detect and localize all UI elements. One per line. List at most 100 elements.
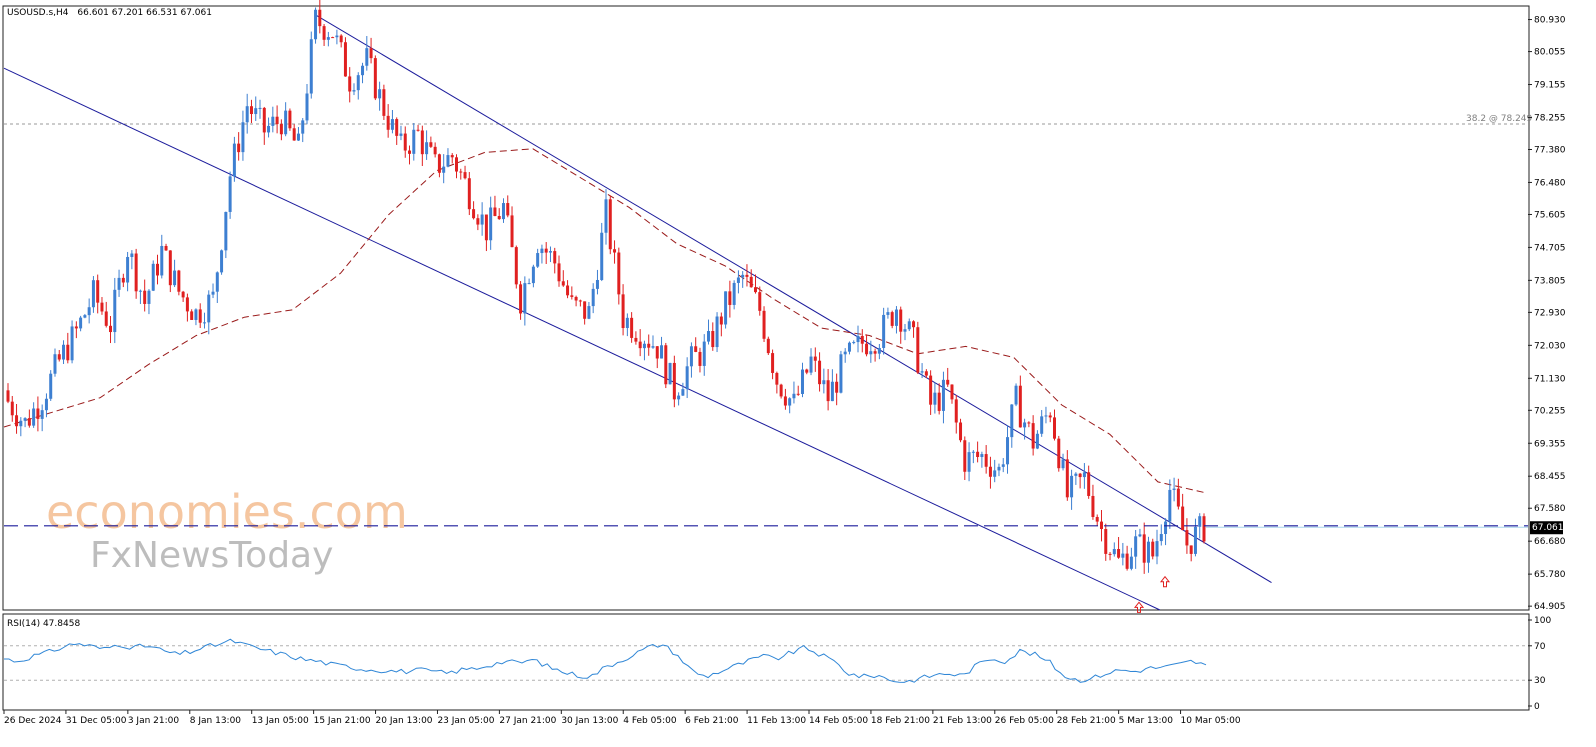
candle-body (707, 331, 711, 342)
candle-body (677, 395, 681, 400)
candle-body (348, 76, 352, 92)
candle-body (660, 345, 664, 359)
price-tick-label: 67.580 (1534, 504, 1566, 514)
candle-body (356, 75, 360, 91)
candle-body (766, 338, 770, 354)
candle-body (459, 171, 463, 173)
candle-body (608, 199, 612, 250)
candle-body (583, 301, 587, 319)
candle-body (437, 154, 441, 173)
arrow-markers (1133, 575, 1171, 613)
candle-body (771, 353, 775, 373)
candle-body (835, 381, 839, 393)
candle-body (553, 251, 557, 264)
candle-body (296, 133, 300, 141)
price-tick-label: 72.030 (1534, 341, 1566, 351)
candle-body (10, 401, 14, 416)
candle-body (207, 294, 211, 323)
candle-body (168, 250, 172, 286)
candle-body (1057, 438, 1061, 469)
candle-body (600, 232, 604, 280)
rsi-panel-frame[interactable] (2, 613, 1530, 711)
candle-body (378, 89, 382, 99)
candle-body (506, 203, 510, 216)
candle-body (472, 209, 476, 219)
time-tick-label: 15 Jan 21:00 (314, 716, 371, 726)
candle-body (587, 306, 591, 319)
candle-body (1202, 516, 1206, 542)
candle-body (331, 37, 335, 39)
candle-body (1146, 541, 1150, 563)
candle-body (1117, 549, 1121, 558)
candle-body (484, 214, 488, 241)
candle-body (19, 420, 23, 427)
horizontal-level[interactable] (4, 525, 1528, 528)
candle-body (245, 106, 249, 123)
candle-body (23, 418, 27, 421)
candle-body (463, 172, 467, 179)
candle-body (903, 329, 907, 332)
rsi-line (4, 638, 1207, 683)
rsi-tick-label: 100 (1534, 616, 1551, 626)
candle-body (194, 309, 198, 320)
candle-body (561, 281, 565, 286)
candle-body (796, 393, 800, 395)
candle-body (625, 317, 629, 329)
candle-body (754, 287, 757, 293)
time-tick-label: 27 Jan 21:00 (499, 716, 556, 726)
candle-body (711, 331, 715, 348)
time-tick-label: 26 Dec 2024 (4, 716, 62, 726)
candle-body (566, 285, 570, 296)
candle-body (446, 155, 450, 167)
candle-body (1155, 541, 1159, 557)
candle-body (32, 408, 36, 426)
candle-body (839, 354, 843, 393)
candle-body (1151, 541, 1155, 557)
candle-body (997, 466, 1001, 471)
rsi-header: RSI(14) 47.8458 (7, 619, 80, 629)
candle-body (1065, 459, 1069, 498)
price-tick-label: 78.255 (1534, 113, 1566, 123)
candle-body (87, 307, 91, 316)
watermark-economies: economies.com (46, 485, 408, 539)
candle-body (318, 9, 322, 27)
candle-body (335, 35, 339, 38)
candle-body (984, 454, 988, 467)
price-tick-label: 77.380 (1534, 145, 1566, 155)
candle-body (613, 249, 617, 253)
candle-body (83, 315, 87, 318)
candle-body (519, 284, 523, 314)
price-panel-frame[interactable] (2, 5, 1530, 611)
candle-body (647, 343, 651, 348)
candle-body (651, 346, 655, 348)
candle-body (382, 89, 386, 116)
candle-body (557, 263, 561, 282)
current-price-tag: 67.061 (1530, 521, 1564, 535)
candle-body (792, 393, 796, 399)
price-tick-label: 71.130 (1534, 374, 1566, 384)
trend-channel[interactable] (3, 14, 1272, 611)
candle-body (788, 398, 792, 406)
candle-body (1031, 423, 1035, 449)
candle-body (249, 106, 253, 115)
candle-body (907, 321, 911, 330)
candle-body (882, 314, 886, 348)
candle-body (1138, 534, 1142, 537)
time-tick-label: 21 Feb 13:00 (933, 716, 992, 726)
candle-body (267, 125, 271, 133)
candle-body (548, 251, 552, 253)
candle-body (514, 247, 518, 285)
candle-body (138, 290, 142, 292)
candle-body (6, 390, 10, 402)
rsi-series-line (4, 638, 1207, 683)
candle-body (527, 283, 531, 285)
candle-body (642, 343, 646, 349)
candle-body (160, 245, 164, 276)
candle-body (877, 347, 881, 354)
candle-body (314, 9, 318, 40)
candle-body (467, 178, 471, 210)
candle-body (40, 410, 44, 419)
time-tick-label: 6 Feb 21:00 (685, 716, 739, 726)
candle-body (1125, 553, 1129, 569)
